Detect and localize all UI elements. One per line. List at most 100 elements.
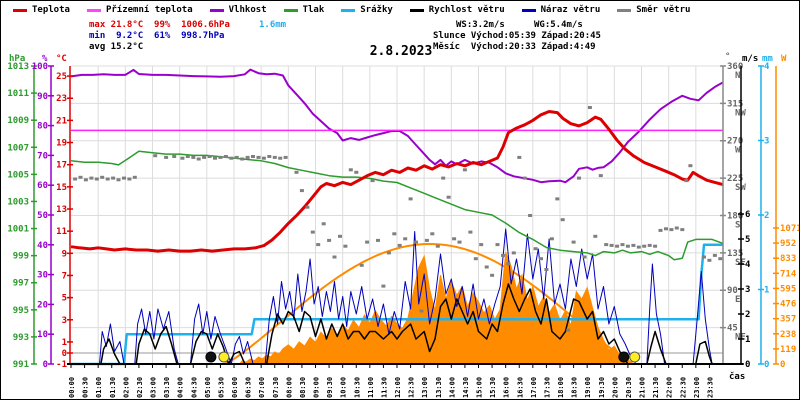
svg-text:22:30: 22:30 <box>679 377 687 398</box>
axis-header-watt: W <box>781 54 787 64</box>
axis-header-degc: °C <box>56 54 67 64</box>
svg-text:4: 4 <box>764 62 770 72</box>
svg-text:2: 2 <box>764 211 769 221</box>
svg-text:1013: 1013 <box>7 62 29 72</box>
svg-text:60: 60 <box>37 181 48 191</box>
svg-text:09:00: 09:00 <box>313 377 321 398</box>
svg-text:E: E <box>735 295 740 305</box>
legend-item-5: Srážky <box>341 5 393 15</box>
axis-header-ms: m/s <box>742 54 759 64</box>
moon-event-marker <box>205 351 217 363</box>
svg-text:13:00: 13:00 <box>421 377 429 398</box>
svg-text:10:30: 10:30 <box>353 377 361 398</box>
axis-header-hpa: hPa <box>9 54 26 64</box>
svg-text:16:00: 16:00 <box>503 377 511 398</box>
svg-text:02:30: 02:30 <box>136 377 144 398</box>
date-title: 2.8.2023 <box>369 44 433 59</box>
svg-text:80: 80 <box>37 122 48 132</box>
svg-text:17:30: 17:30 <box>543 377 551 398</box>
svg-text:14:00: 14:00 <box>448 377 456 398</box>
svg-text:08:00: 08:00 <box>285 377 293 398</box>
svg-text:1: 1 <box>62 338 67 348</box>
svg-text:238: 238 <box>780 330 796 340</box>
svg-text:2: 2 <box>745 310 750 320</box>
legend-item-2: Přízemní teplota <box>86 5 193 15</box>
stats-rain-max: 1.6mm <box>259 20 287 30</box>
svg-text:90: 90 <box>37 92 48 102</box>
svg-text:1011: 1011 <box>7 89 29 99</box>
svg-text:12:30: 12:30 <box>408 377 416 398</box>
svg-text:833: 833 <box>780 254 796 264</box>
legend-label: Směr větru <box>636 5 691 15</box>
svg-text:19:30: 19:30 <box>598 377 606 398</box>
series-gust-line <box>71 228 723 365</box>
legend-swatch <box>409 8 424 12</box>
svg-text:135: 135 <box>727 249 743 259</box>
legend-swatch <box>341 8 356 12</box>
legend-item-3: Vlhkost <box>209 5 267 15</box>
svg-text:16:30: 16:30 <box>516 377 524 398</box>
svg-text:15:30: 15:30 <box>489 377 497 398</box>
svg-text:20: 20 <box>37 300 48 310</box>
svg-text:993: 993 <box>13 333 29 343</box>
series-humidity-line <box>70 68 724 184</box>
svg-text:3: 3 <box>62 316 67 326</box>
svg-text:1071: 1071 <box>780 224 800 234</box>
legend-label: Rychlost větru <box>428 5 505 15</box>
svg-text:3: 3 <box>764 137 769 147</box>
svg-text:03:00: 03:00 <box>150 377 158 398</box>
legend-item-1: Teplota <box>13 5 70 15</box>
svg-text:0: 0 <box>745 360 750 370</box>
wind-gust-max: WG:5.4m/s <box>534 20 583 30</box>
svg-text:6: 6 <box>745 210 750 220</box>
svg-text:100: 100 <box>32 62 48 72</box>
svg-text:11:00: 11:00 <box>367 377 375 398</box>
svg-text:02:00: 02:00 <box>122 377 130 398</box>
svg-text:19: 19 <box>56 139 67 149</box>
svg-text:50: 50 <box>37 211 48 221</box>
svg-text:18:00: 18:00 <box>557 377 565 398</box>
svg-text:15: 15 <box>56 183 67 193</box>
svg-text:13: 13 <box>56 205 67 215</box>
svg-text:952: 952 <box>780 239 796 249</box>
axis-header-deg: ° <box>725 52 731 62</box>
series-speed-line <box>71 283 723 365</box>
svg-text:07:00: 07:00 <box>258 377 266 398</box>
svg-text:315: 315 <box>727 99 743 109</box>
svg-text:00:30: 00:30 <box>82 377 90 398</box>
svg-text:05:30: 05:30 <box>217 377 225 398</box>
svg-text:0: 0 <box>62 349 67 359</box>
svg-text:1: 1 <box>745 335 750 345</box>
svg-text:5: 5 <box>745 235 750 245</box>
svg-text:03:30: 03:30 <box>163 377 171 398</box>
svg-text:12:00: 12:00 <box>394 377 402 398</box>
legend-item-6: Rychlost větru <box>409 5 505 15</box>
svg-text:10:00: 10:00 <box>340 377 348 398</box>
svg-text:180: 180 <box>727 211 743 221</box>
svg-text:70: 70 <box>37 151 48 161</box>
svg-text:1007: 1007 <box>7 143 29 153</box>
svg-text:20:00: 20:00 <box>611 377 619 398</box>
svg-text:09:30: 09:30 <box>326 377 334 398</box>
stats-avg-line: avg 15.2°C <box>89 42 144 52</box>
svg-text:23: 23 <box>56 94 67 104</box>
svg-text:N: N <box>735 71 740 81</box>
sun-event-marker <box>218 351 230 363</box>
svg-text:595: 595 <box>780 284 796 294</box>
svg-text:1: 1 <box>764 286 769 296</box>
svg-text:00:00: 00:00 <box>68 377 76 398</box>
svg-text:23:30: 23:30 <box>706 377 714 398</box>
svg-text:06:00: 06:00 <box>231 377 239 398</box>
svg-text:04:30: 04:30 <box>190 377 198 398</box>
svg-text:476: 476 <box>780 300 796 310</box>
svg-text:9: 9 <box>62 249 67 259</box>
legend-swatch <box>209 8 224 12</box>
svg-text:360: 360 <box>727 62 743 72</box>
series-pressure-line <box>70 150 724 261</box>
svg-text:1005: 1005 <box>7 170 29 180</box>
svg-text:90: 90 <box>727 286 738 296</box>
svg-text:10: 10 <box>37 330 48 340</box>
svg-text:15:00: 15:00 <box>476 377 484 398</box>
legend-item-7: Náraz větru <box>521 5 600 15</box>
svg-text:-1: -1 <box>56 360 67 370</box>
